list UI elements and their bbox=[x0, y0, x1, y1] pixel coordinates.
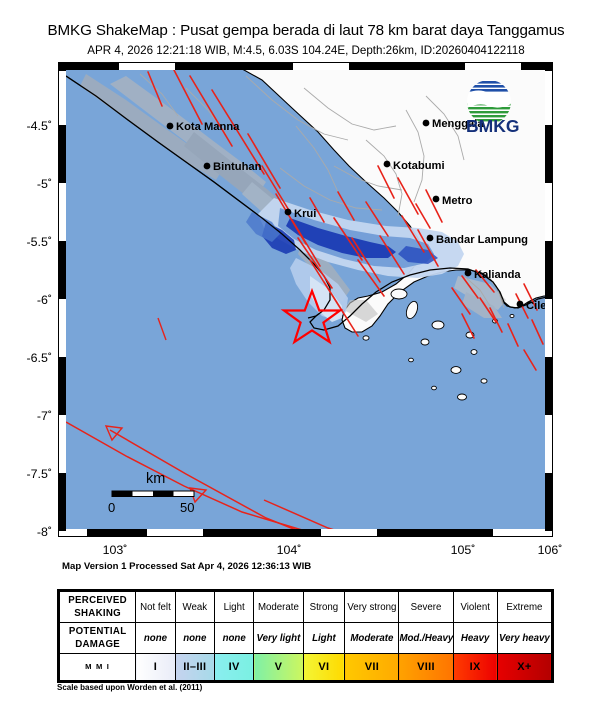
city-dot-bandar-lampung bbox=[426, 234, 434, 242]
legend-perceived-9: Extreme bbox=[496, 591, 553, 623]
legend-mmi-9[interactable]: X+ bbox=[496, 653, 553, 681]
city-label-cilegon: Cilegon bbox=[526, 300, 547, 312]
scale-bar: km 0 50 bbox=[108, 471, 195, 515]
city-label-bandar-lampung: Bandar Lampung bbox=[436, 234, 528, 246]
legend-rowheader-perceived: PERCEIVED SHAKING bbox=[58, 591, 137, 623]
axis-label-lon-3: 106˚ bbox=[537, 543, 563, 557]
scale-min-label: 0 bbox=[108, 500, 115, 515]
city-label-kota-manna: Kota Manna bbox=[176, 121, 240, 133]
legend-damage-4: Very light bbox=[253, 622, 304, 654]
legend-damage-6: Moderate bbox=[344, 622, 400, 654]
axis-label-lon-1: 104˚ bbox=[276, 543, 302, 557]
map-border-left bbox=[59, 63, 66, 536]
legend-row-perceived-shaking: PERCEIVED SHAKING Not felt Weak Light Mo… bbox=[58, 591, 553, 623]
coastline-overlay bbox=[66, 75, 547, 331]
city-dot-metro bbox=[432, 195, 440, 203]
city-label-kalianda: Kalianda bbox=[474, 269, 521, 281]
legend-damage-8: Heavy bbox=[452, 622, 498, 654]
city-label-menggala: Menggala bbox=[432, 118, 484, 130]
city-label-kotabumi: Kotabumi bbox=[393, 160, 445, 172]
legend-perceived-3: Light bbox=[213, 591, 255, 623]
legend-damage-3: none bbox=[213, 622, 255, 654]
event-subtitle: APR 4, 2026 12:21:18 WIB, M:4.5, 6.03S 1… bbox=[87, 44, 525, 57]
legend-footnote: Scale based upon Worden et al. (2011) bbox=[57, 683, 203, 692]
axis-label-lat-1: -5˚ bbox=[36, 177, 52, 191]
legend-mmi-3[interactable]: IV bbox=[213, 653, 255, 681]
city-label-bintuhan: Bintuhan bbox=[213, 161, 262, 173]
legend-mmi-7[interactable]: VIII bbox=[398, 653, 454, 681]
axis-label-lat-5: -7˚ bbox=[36, 409, 52, 423]
legend-perceived-8: Violent bbox=[452, 591, 498, 623]
legend-perceived-2: Weak bbox=[174, 591, 215, 623]
legend-rowheader-damage: POTENTIAL DAMAGE bbox=[58, 622, 137, 654]
axis-label-lon-0: 103˚ bbox=[102, 543, 128, 557]
legend-mmi-4[interactable]: V bbox=[253, 653, 304, 681]
damage-line2: DAMAGE bbox=[75, 639, 121, 650]
legend-damage-1: none bbox=[135, 622, 176, 654]
legend-table: PERCEIVED SHAKING Not felt Weak Light Mo… bbox=[58, 591, 553, 681]
shaking-intensity-layer bbox=[246, 198, 464, 322]
legend-perceived-6: Very strong bbox=[344, 591, 400, 623]
intensity-legend: PERCEIVED SHAKING Not felt Weak Light Mo… bbox=[57, 589, 554, 683]
map-canvas[interactable]: Kota Manna Bintuhan Krui Menggala Kotabu… bbox=[66, 70, 547, 531]
legend-mmi-5[interactable]: VI bbox=[302, 653, 346, 681]
perceived-line1: PERCEIVED bbox=[68, 594, 127, 606]
axis-label-lat-0: -4.5˚ bbox=[26, 119, 52, 133]
city-dot-bintuhan bbox=[203, 162, 211, 170]
axis-label-lat-4: -6.5˚ bbox=[26, 351, 52, 365]
legend-mmi-2[interactable]: II–III bbox=[174, 653, 215, 681]
city-dot-kota-manna bbox=[166, 122, 174, 130]
legend-mmi-6[interactable]: VII bbox=[344, 653, 400, 681]
legend-damage-7: Mod./Heavy bbox=[398, 622, 454, 654]
axis-label-lat-7: -8˚ bbox=[36, 525, 52, 539]
shakemap-container[interactable]: Kota Manna Bintuhan Krui Menggala Kotabu… bbox=[58, 62, 553, 537]
trench-lower bbox=[263, 499, 340, 531]
legend-row-potential-damage: POTENTIAL DAMAGE none none none Very lig… bbox=[58, 622, 553, 654]
city-dot-cilegon bbox=[516, 300, 524, 308]
scale-max-label: 50 bbox=[180, 500, 194, 515]
legend-damage-5: Light bbox=[302, 622, 346, 654]
bmkg-logo-text: BMKG bbox=[466, 116, 519, 136]
axis-label-lat-2: -5.5˚ bbox=[26, 235, 52, 249]
city-markers: Kota Manna Bintuhan Krui Menggala Kotabu… bbox=[166, 118, 547, 312]
legend-mmi-1[interactable]: I bbox=[135, 653, 176, 681]
perceived-line2: SHAKING bbox=[74, 608, 122, 619]
legend-perceived-1: Not felt bbox=[135, 591, 176, 623]
damage-line1: POTENTIAL bbox=[68, 625, 127, 637]
map-border-top bbox=[59, 63, 552, 70]
city-dot-krui bbox=[284, 208, 292, 216]
secondary-faults bbox=[157, 317, 167, 341]
map-border-right bbox=[545, 63, 552, 536]
scale-unit-label: km bbox=[146, 471, 165, 487]
city-label-krui: Krui bbox=[294, 208, 316, 220]
legend-mmi-8[interactable]: IX bbox=[452, 653, 498, 681]
axis-label-lat-3: -6˚ bbox=[36, 293, 52, 307]
axis-label-lon-2: 105˚ bbox=[450, 543, 476, 557]
legend-perceived-5: Strong bbox=[302, 591, 346, 623]
bmkg-logo: BMKG bbox=[466, 80, 519, 136]
legend-perceived-4: Moderate bbox=[253, 591, 304, 623]
legend-damage-9: Very heavy bbox=[496, 622, 553, 654]
city-dot-menggala bbox=[422, 119, 430, 127]
city-dot-kalianda bbox=[464, 269, 472, 277]
map-border-bottom bbox=[59, 529, 552, 536]
city-label-metro: Metro bbox=[442, 195, 473, 207]
legend-perceived-7: Severe bbox=[398, 591, 454, 623]
header: BMKG ShakeMap : Pusat gempa berada di la… bbox=[0, 0, 612, 57]
city-dot-kotabumi bbox=[383, 160, 391, 168]
legend-damage-2: none bbox=[174, 622, 215, 654]
epicenter-star[interactable] bbox=[280, 287, 344, 345]
axis-label-lat-6: -7.5˚ bbox=[26, 467, 52, 481]
legend-row-mmi: M M I I II–III IV V VI VII VIII IX X+ bbox=[58, 653, 553, 681]
legend-rowheader-mmi: M M I bbox=[58, 653, 137, 681]
page-title: BMKG ShakeMap : Pusat gempa berada di la… bbox=[47, 22, 565, 39]
map-version-text: Map Version 1 Processed Sat Apr 4, 2026 … bbox=[62, 561, 312, 572]
fault-lines bbox=[147, 70, 544, 371]
map-frame: Kota Manna Bintuhan Krui Menggala Kotabu… bbox=[58, 62, 553, 537]
map-graphic: Kota Manna Bintuhan Krui Menggala Kotabu… bbox=[66, 70, 547, 531]
